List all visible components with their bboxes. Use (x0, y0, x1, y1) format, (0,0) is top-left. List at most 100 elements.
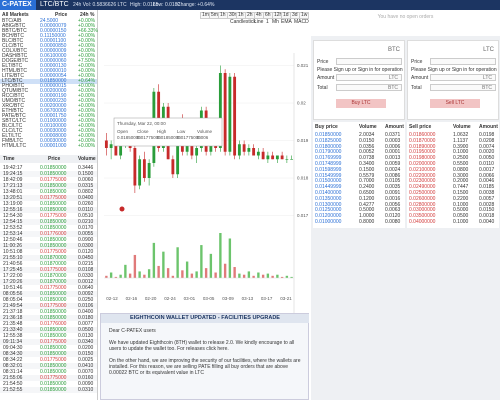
book-cell[interactable]: 0.01500000 (315, 178, 342, 185)
book-cell: 1.0632 (453, 132, 469, 138)
input[interactable] (336, 74, 402, 81)
volume-bar (266, 273, 270, 278)
signin-hint[interactable]: Please Sign up or Sign in for operation (317, 67, 403, 73)
book-cell[interactable]: 0.02000000 (409, 161, 436, 167)
book-cell[interactable]: 0.02300000 (409, 178, 436, 185)
book-cell[interactable]: 0.01860000 (409, 132, 436, 138)
market-cell: +0.00% (78, 143, 96, 149)
book-cell[interactable]: 0.01250000 (315, 207, 342, 214)
book-cell[interactable]: 0.02500000 (409, 190, 436, 196)
volume-bar (242, 274, 246, 278)
market-row[interactable]: QTUM/BTC 0.00200000 +0.00% (0, 89, 97, 94)
market-row[interactable]: SBTC/LTC 0.01000000 +0.00% (0, 119, 97, 124)
book-cell[interactable]: 0.01825000 (315, 137, 342, 144)
chart-tool[interactable]: Mh (272, 19, 279, 25)
market-row[interactable]: BLC/BTC 0.00001100 +0.00% (0, 39, 97, 44)
book-header: Sell price (409, 124, 432, 130)
trade-cell: 0.0090 (78, 381, 94, 387)
trade-cell: 0.01850000 (40, 309, 67, 315)
book-cell[interactable]: 0.01800000 (315, 143, 342, 150)
book-cell[interactable]: 0.01549999 (315, 172, 342, 179)
trade-row: 12:54:15 0.01850000 0.0210 (0, 219, 97, 225)
input[interactable] (336, 58, 402, 65)
market-row[interactable]: PHO/BTC 0.00000015 +0.00% (0, 84, 97, 89)
chart-tool[interactable]: Line (254, 19, 264, 25)
book-cell[interactable]: 0.03000000 (409, 207, 436, 214)
book-cell[interactable]: 0.01870000 (409, 137, 436, 144)
input[interactable] (430, 84, 496, 91)
book-cell[interactable]: 0.03500000 (409, 213, 436, 220)
trade-cell: 08:34:30 (3, 351, 23, 357)
book-cell[interactable]: 0.01790000 (315, 149, 342, 156)
market-row[interactable]: FMB/LTC 0.00030000 +0.00% (0, 139, 97, 144)
market-row[interactable]: RCC/BTC 0.00000190 +0.00% (0, 94, 97, 99)
book-cell[interactable]: 0.04000000 (409, 219, 436, 225)
market-row[interactable]: DASH/BTC 0.06100000 +0.00% (0, 54, 97, 59)
market-row[interactable]: BTC/AIB 24.5000 +0.00% (0, 19, 97, 24)
book-cell: 0.0052 (359, 149, 375, 156)
period-button[interactable]: 1w (299, 12, 310, 19)
market-cell: +0.00% (78, 73, 96, 79)
chart-tool[interactable]: EMA (281, 19, 292, 25)
market-row[interactable]: LTC/BTC 0.01850000 +0.64% (0, 79, 97, 84)
book-cell: 0.5500 (453, 161, 469, 167)
market-row[interactable]: ABIG/BTC 0.00000079 +0.00% (0, 24, 97, 29)
chart-tool[interactable]: 1 (266, 19, 269, 25)
sell-button[interactable]: Sell LTC (430, 99, 480, 108)
book-cell[interactable]: 0.01000000 (315, 219, 342, 225)
trade-cell: 0.01870000 (40, 255, 67, 261)
volume-bar (223, 263, 227, 278)
market-row[interactable]: UMO/BTC 0.00000230 +0.00% (0, 99, 97, 104)
book-cell[interactable]: 0.01850000 (315, 132, 342, 138)
market-row[interactable]: LITE/BTC 0.00000054 +0.00% (0, 74, 97, 79)
book-cell[interactable]: 0.01950000 (409, 149, 436, 156)
market-row[interactable]: PATE/BTC 0.00001750 +0.00% (0, 114, 97, 119)
trade-row: 09:04:30 0.01850000 0.0200 (0, 345, 97, 351)
market-row[interactable]: CLC/BTC 0.00000850 +0.00% (0, 44, 97, 49)
book-cell: 0.0738 (359, 155, 375, 162)
logo[interactable]: C-PATEX (0, 0, 36, 10)
chart-tool[interactable]: MACD (294, 19, 309, 25)
book-cell[interactable]: 0.01890000 (409, 143, 436, 150)
market-row[interactable]: ELT/LTC 0.00008000 +0.00% (0, 134, 97, 139)
book-cell[interactable]: 0.01200000 (315, 213, 342, 220)
market-cell: ABIG/BTC (2, 23, 26, 29)
book-cell[interactable]: 0.01350000 (315, 195, 342, 202)
input[interactable] (430, 58, 496, 65)
book-cell[interactable]: 0.02600000 (409, 195, 436, 202)
market-row[interactable]: XRC/BTC 0.00200000 +0.00% (0, 104, 97, 109)
market-cell: XRC/BTC (2, 103, 24, 109)
book-cell: 0.2200 (453, 195, 469, 202)
market-cell: 0.00000009 (40, 48, 67, 54)
book-cell[interactable]: 0.01980000 (409, 155, 436, 162)
market-row[interactable]: COLX/BTC 0.00000009 +0.00% (0, 49, 97, 54)
book-cell[interactable]: 0.01598999 (315, 166, 342, 173)
book-cell[interactable]: 0.01449999 (315, 184, 342, 191)
market-row[interactable]: ETH/BTC 0.06700000 +0.00% (0, 109, 97, 114)
market-row[interactable]: BLC/LTC 0.00100000 +0.00% (0, 124, 97, 129)
market-row[interactable]: BCH/BTC 0.11150000 +0.00% (0, 34, 97, 39)
trade-cell: 0.0215 (78, 261, 94, 267)
input[interactable] (336, 84, 402, 91)
signin-hint[interactable]: Please Sign up or Sign in for operation (411, 67, 497, 73)
market-row[interactable]: BBTC/BTC 0.00000150 +66.33% (0, 29, 98, 34)
book-cell[interactable]: 0.02490000 (409, 184, 436, 191)
book-cell[interactable]: 0.01300000 (315, 201, 342, 208)
market-row[interactable]: ELT/BTC 0.00000130 +0.00% (0, 64, 97, 69)
volume-bar (214, 272, 217, 278)
book-cell[interactable]: 0.02800000 (409, 201, 436, 208)
book-cell[interactable]: 0.01769999 (315, 155, 342, 162)
market-row[interactable]: HTML/BTC 0.00000010 +0.00% (0, 69, 97, 74)
chart-tool[interactable]: Candlestick (230, 19, 256, 25)
buy-button[interactable]: Buy LTC (336, 99, 386, 108)
input[interactable] (430, 74, 496, 81)
trade-cell: 10:51:46 (3, 285, 23, 291)
book-cell[interactable]: 0.02100000 (409, 166, 436, 173)
market-row[interactable]: HTML/LTC 0.00001000 +0.00% (0, 144, 97, 149)
book-cell[interactable]: 0.02200000 (409, 172, 436, 179)
book-cell[interactable]: 0.01400000 (315, 190, 342, 196)
market-row[interactable]: DOGE/BTC 0.00000060 +7.50% (0, 59, 97, 64)
market-row[interactable]: CLC/LTC 0.00030000 +0.00% (0, 129, 97, 134)
book-cell[interactable]: 0.01748999 (315, 161, 342, 167)
trade-cell: 0.0260 (78, 201, 94, 207)
